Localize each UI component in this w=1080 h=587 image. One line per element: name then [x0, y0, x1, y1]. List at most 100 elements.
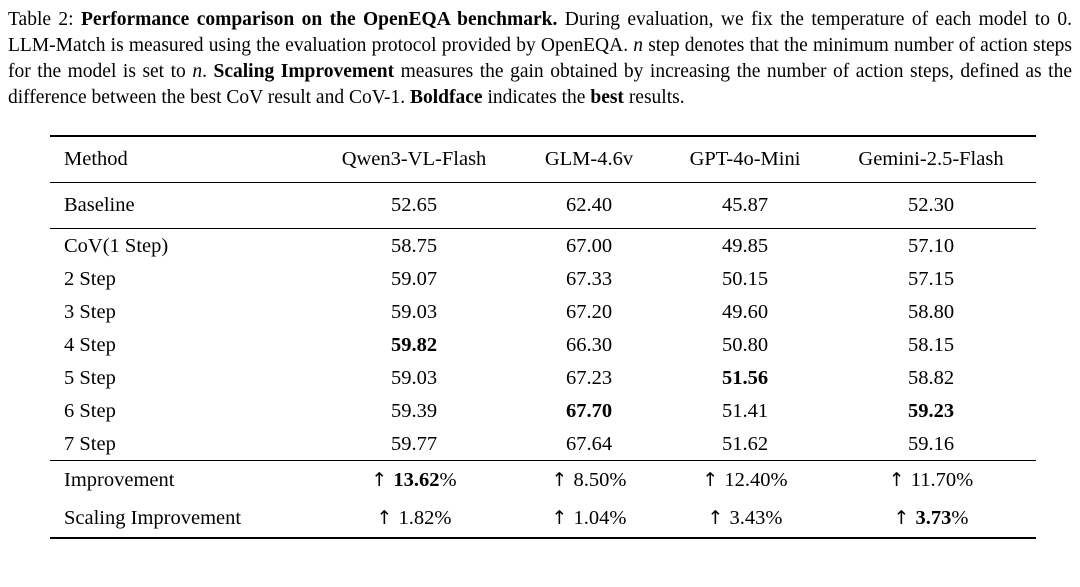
caption-text: results. [623, 87, 685, 108]
caption-text: . [202, 61, 214, 82]
metric-value: 13.62 [393, 469, 440, 491]
column-header-gpt-4o-mini: GPT-4o-Mini [689, 148, 801, 170]
up-arrow-icon: ↑ [371, 469, 394, 491]
percent-sign: % [765, 507, 783, 529]
value-cell: ↑ 1.82% [314, 499, 514, 538]
metric-value: 59.07 [390, 267, 438, 290]
value-cell: 67.33 [514, 262, 664, 295]
method-label: 7 Step [64, 432, 116, 455]
table-header: Method Qwen3-VL-Flash GLM-4.6v GPT-4o-Mini G… [50, 136, 1036, 183]
value-cell: 51.62 [664, 427, 826, 461]
method-label: 5 Step [64, 366, 116, 389]
value-cell: 58.15 [826, 328, 1036, 361]
value-cell: 59.77 [314, 427, 514, 461]
metric-value: 57.10 [907, 234, 955, 257]
table-row: 2 Step 59.07 67.33 50.15 57.15 [50, 262, 1036, 295]
metric-value: 58.75 [390, 234, 438, 257]
value-cell: ↑ 11.70% [826, 461, 1036, 500]
percent-sign: % [434, 507, 452, 529]
value-cell: 62.40 [514, 183, 664, 229]
paper-page: Table 2: Performance comparison on the O… [8, 7, 1072, 539]
metric-value: 51.41 [721, 399, 769, 422]
up-arrow-icon: ↑ [551, 507, 574, 529]
up-arrow-icon: ↑ [551, 469, 574, 491]
method-label: Baseline [64, 194, 135, 216]
value-cell: ↑ 12.40% [664, 461, 826, 500]
caption-text: measures the gain obtained by increasing… [8, 61, 1073, 108]
method-label: Scaling Improvement [64, 507, 242, 529]
metric-value: 66.30 [565, 333, 613, 356]
caption-bold-text: Performance comparison on the OpenEQA be… [81, 9, 558, 30]
table-row: 5 Step 59.03 67.23 51.56 58.82 [50, 361, 1036, 394]
percent-sign: % [951, 507, 969, 529]
column-header-gemini-2-5-flash: Gemini-2.5-Flash [858, 148, 1004, 170]
table-row: 6 Step 59.39 67.70 51.41 59.23 [50, 394, 1036, 427]
value-cell: 57.15 [826, 262, 1036, 295]
method-label: 4 Step [64, 333, 116, 356]
row-group-cov: CoV(1 Step) 58.75 67.00 49.85 57.10 2 Step 59.… [50, 228, 1036, 461]
metric-value: 67.70 [565, 399, 613, 422]
table-row: CoV(1 Step) 58.75 67.00 49.85 57.10 [50, 229, 1036, 263]
value-cell: 59.03 [314, 295, 514, 328]
value-cell: 51.41 [664, 394, 826, 427]
value-cell: ↑ 13.62% [314, 461, 514, 500]
value-cell: 59.16 [826, 427, 1036, 461]
table-caption: Table 2: Performance comparison on the O… [8, 7, 1072, 111]
percent-sign: % [770, 469, 788, 491]
value-cell: 67.64 [514, 427, 664, 461]
value-cell: ↑ 3.73% [826, 499, 1036, 538]
method-label: 2 Step [64, 267, 116, 290]
metric-value: 11.70 [910, 469, 957, 491]
metric-value: 58.80 [907, 300, 955, 323]
metric-value: 1.82 [398, 507, 435, 529]
value-cell: ↑ 8.50% [514, 461, 664, 500]
metric-value: 50.80 [721, 333, 769, 356]
metric-value: 12.40 [724, 469, 771, 491]
method-label: 3 Step [64, 300, 116, 323]
value-cell: 59.03 [314, 361, 514, 394]
metric-value: 3.73 [915, 507, 952, 529]
caption-italic-variable: n [633, 35, 644, 56]
metric-value: 67.64 [565, 432, 613, 455]
percent-sign: % [609, 469, 627, 491]
table-header-row: Method Qwen3-VL-Flash GLM-4.6v GPT-4o-Mini G… [50, 136, 1036, 183]
metric-value: 51.56 [721, 366, 769, 389]
metric-value: 52.30 [907, 194, 955, 216]
value-cell: 59.82 [314, 328, 514, 361]
value-cell: 50.15 [664, 262, 826, 295]
value-cell: 67.00 [514, 229, 664, 263]
value-cell: 58.75 [314, 229, 514, 263]
metric-value: 67.23 [565, 366, 613, 389]
column-header-qwen3-vl-flash: Qwen3-VL-Flash [341, 148, 487, 170]
metric-value: 67.33 [565, 267, 613, 290]
up-arrow-icon: ↑ [893, 507, 916, 529]
metric-value: 51.62 [721, 432, 769, 455]
results-table: Method Qwen3-VL-Flash GLM-4.6v GPT-4o-Mini G… [50, 135, 1036, 539]
value-cell: 52.65 [314, 183, 514, 229]
metric-value: 50.15 [721, 267, 769, 290]
percent-sign: % [609, 507, 627, 529]
column-header-method: Method [64, 148, 128, 170]
value-cell: 51.56 [664, 361, 826, 394]
value-cell: 49.85 [664, 229, 826, 263]
caption-text: step denotes that the minimum number of … [8, 35, 1072, 82]
caption-bold-text: Scaling Improvement [213, 61, 395, 82]
metric-value: 58.15 [907, 333, 955, 356]
metric-value: 57.15 [907, 267, 955, 290]
caption-text: Table 2: [8, 9, 82, 30]
metric-value: 59.03 [390, 366, 438, 389]
caption-italic-variable: n [192, 61, 203, 82]
metric-value: 59.16 [907, 432, 955, 455]
metric-value: 49.60 [721, 300, 769, 323]
table-row: 4 Step 59.82 66.30 50.80 58.15 [50, 328, 1036, 361]
metric-value: 67.00 [565, 234, 613, 257]
value-cell: 50.80 [664, 328, 826, 361]
value-cell: 58.82 [826, 361, 1036, 394]
value-cell: 45.87 [664, 183, 826, 229]
metric-value: 45.87 [721, 194, 769, 216]
metric-value: 49.85 [721, 234, 769, 257]
column-header-glm-4-6v: GLM-4.6v [544, 148, 634, 170]
row-group-baseline: Baseline 52.65 62.40 45.87 52.30 [50, 182, 1036, 229]
metric-value: 59.82 [390, 333, 438, 356]
metric-value: 3.43 [729, 507, 766, 529]
